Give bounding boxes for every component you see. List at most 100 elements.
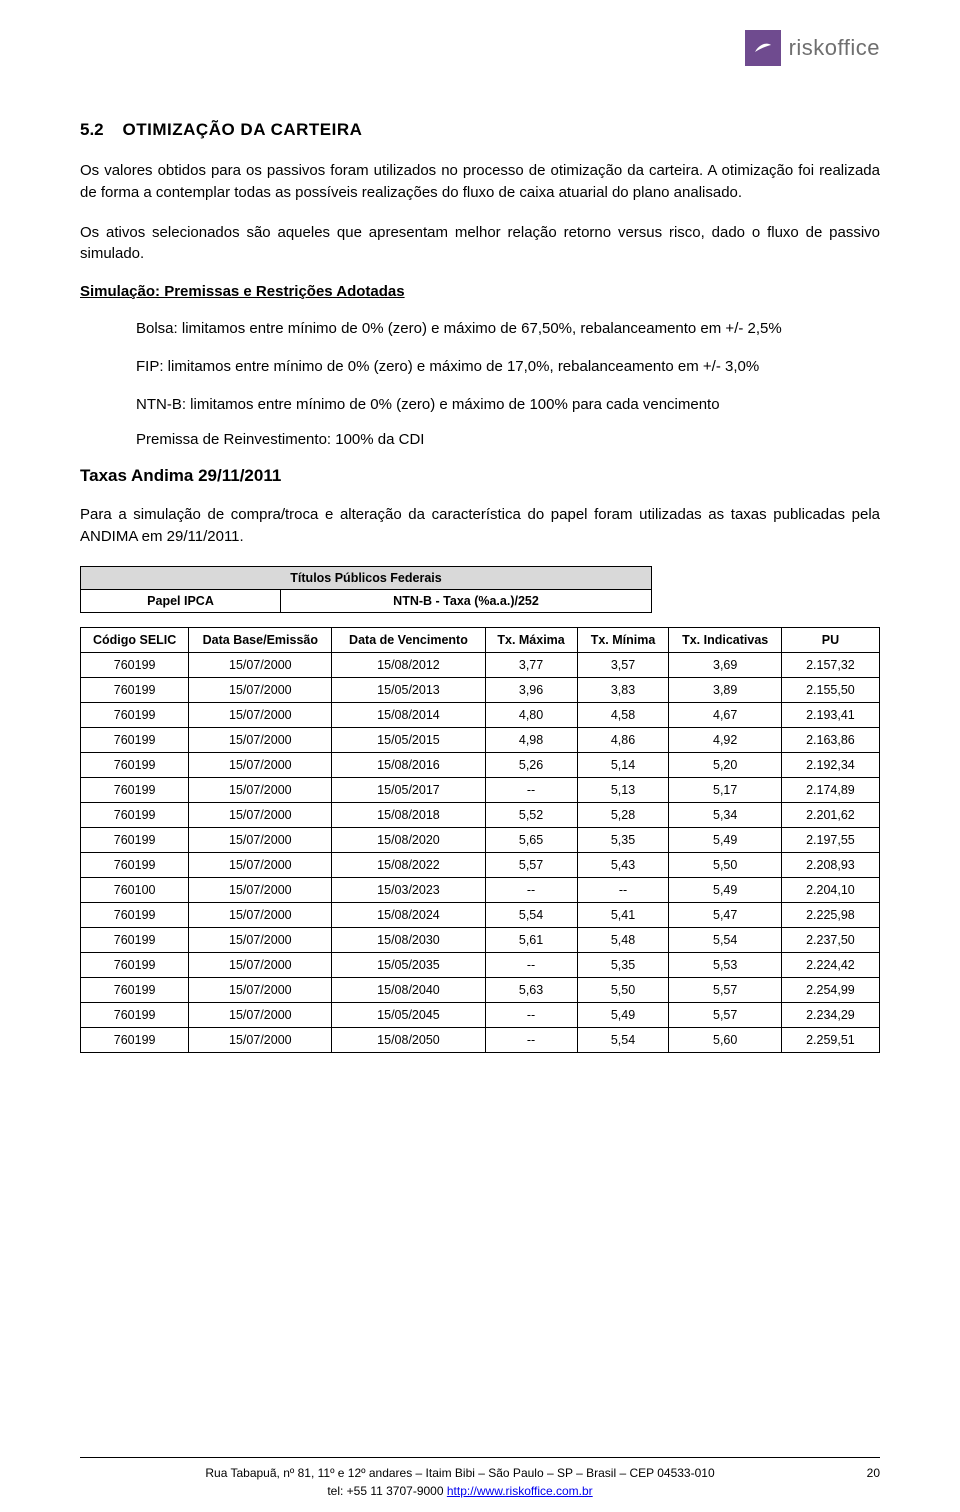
table-cell: 5,43: [577, 852, 669, 877]
table-cell: 2.163,86: [781, 727, 879, 752]
table-row: Títulos Públicos Federais: [81, 566, 652, 589]
table-row: 76019915/07/200015/08/20123,773,573,692.…: [81, 652, 880, 677]
table-cell: 2.201,62: [781, 802, 879, 827]
table-cell: 5,61: [485, 927, 577, 952]
table-cell: 3,83: [577, 677, 669, 702]
table-header-cell: Código SELIC: [81, 627, 189, 652]
table-cell: 5,65: [485, 827, 577, 852]
table-row: 76019915/07/200015/05/20133,963,833,892.…: [81, 677, 880, 702]
table-cell: 5,54: [669, 927, 781, 952]
table-cell: 2.234,29: [781, 1002, 879, 1027]
brand-text: riskoffice: [789, 35, 880, 61]
table-cell: 15/07/2000: [189, 902, 332, 927]
table-cell: 2.192,34: [781, 752, 879, 777]
table-row: 76019915/07/200015/05/20154,984,864,922.…: [81, 727, 880, 752]
table-cell: 2.254,99: [781, 977, 879, 1002]
footer-line2a: tel: +55 11 3707-9000: [327, 1484, 447, 1498]
table-header-row: Código SELICData Base/EmissãoData de Ven…: [81, 627, 880, 652]
table-cell: 15/08/2012: [332, 652, 485, 677]
section-number: 5.2: [80, 120, 104, 139]
table-cell: 4,98: [485, 727, 577, 752]
table-cell: 4,80: [485, 702, 577, 727]
table-cell: 3,57: [577, 652, 669, 677]
table-cell: 2.174,89: [781, 777, 879, 802]
bullet-ntnb: NTN-B: limitamos entre mínimo de 0% (zer…: [80, 394, 880, 416]
table-cell: 760199: [81, 952, 189, 977]
document-page: riskoffice 5.2 OTIMIZAÇÃO DA CARTEIRA Os…: [0, 0, 960, 1512]
table-cell: 15/07/2000: [189, 977, 332, 1002]
table-cell: 5,54: [577, 1027, 669, 1052]
table-cell: 5,13: [577, 777, 669, 802]
table-cell: 760199: [81, 802, 189, 827]
table-cell: --: [485, 952, 577, 977]
document-body: 5.2 OTIMIZAÇÃO DA CARTEIRA Os valores ob…: [80, 30, 880, 1053]
table-cell: 15/05/2045: [332, 1002, 485, 1027]
table-cell: 15/07/2000: [189, 702, 332, 727]
paragraph-1: Os valores obtidos para os passivos fora…: [80, 160, 880, 204]
table-cell: 3,69: [669, 652, 781, 677]
table-title-left: Papel IPCA: [81, 589, 281, 612]
subheading-simulation: Simulação: Premissas e Restrições Adotad…: [80, 283, 880, 300]
table-row: 76019915/07/200015/08/20144,804,584,672.…: [81, 702, 880, 727]
table-cell: 4,67: [669, 702, 781, 727]
table-cell: 5,49: [669, 827, 781, 852]
table-cell: 5,63: [485, 977, 577, 1002]
table-cell: 3,89: [669, 677, 781, 702]
bullet-text: NTN-B: limitamos entre mínimo de 0% (zer…: [80, 394, 880, 416]
table-cell: 15/08/2016: [332, 752, 485, 777]
table-cell: 15/07/2000: [189, 1027, 332, 1052]
logo-mark: [745, 30, 781, 66]
table-cell: 15/08/2022: [332, 852, 485, 877]
footer-address: Rua Tabapuã, nº 81, 11º e 12º andares – …: [80, 1464, 840, 1500]
table-cell: 5,41: [577, 902, 669, 927]
table-cell: 15/05/2013: [332, 677, 485, 702]
table-header-cell: Tx. Mínima: [577, 627, 669, 652]
table-cell: 760199: [81, 727, 189, 752]
table-cell: 15/08/2024: [332, 902, 485, 927]
table-cell: 3,96: [485, 677, 577, 702]
table-cell: --: [485, 777, 577, 802]
table-header-cell: Data de Vencimento: [332, 627, 485, 652]
table-row: 76019915/07/200015/05/2035--5,355,532.22…: [81, 952, 880, 977]
table-header-cell: Data Base/Emissão: [189, 627, 332, 652]
table-cell: 5,57: [485, 852, 577, 877]
table-cell: 15/07/2000: [189, 827, 332, 852]
table-cell: 2.208,93: [781, 852, 879, 877]
table-cell: 5,35: [577, 827, 669, 852]
table-cell: --: [485, 1027, 577, 1052]
table-cell: 15/07/2000: [189, 952, 332, 977]
bullet-reinvest: Premissa de Reinvestimento: 100% da CDI: [80, 431, 880, 448]
table-cell: 3,77: [485, 652, 577, 677]
table-cell: --: [485, 1002, 577, 1027]
table-cell: 15/07/2000: [189, 852, 332, 877]
heading-taxas: Taxas Andima 29/11/2011: [80, 466, 880, 486]
table-cell: 760199: [81, 752, 189, 777]
table-header-cell: Tx. Indicativas: [669, 627, 781, 652]
table-cell: 760199: [81, 827, 189, 852]
table-cell: 15/07/2000: [189, 752, 332, 777]
table-cell: 5,17: [669, 777, 781, 802]
section-title-text: OTIMIZAÇÃO DA CARTEIRA: [123, 120, 363, 139]
table-cell: 15/07/2000: [189, 652, 332, 677]
data-table: Código SELICData Base/EmissãoData de Ven…: [80, 627, 880, 1053]
table-cell: 760199: [81, 1027, 189, 1052]
table-cell: 2.224,42: [781, 952, 879, 977]
table-cell: 4,58: [577, 702, 669, 727]
table-cell: 15/07/2000: [189, 877, 332, 902]
table-header-cell: Tx. Máxima: [485, 627, 577, 652]
table-cell: 5,49: [577, 1002, 669, 1027]
paragraph-3: Para a simulação de compra/troca e alter…: [80, 504, 880, 548]
table-cell: 760199: [81, 902, 189, 927]
table-cell: 15/07/2000: [189, 677, 332, 702]
footer-link[interactable]: http://www.riskoffice.com.br: [447, 1484, 593, 1498]
table-row: 76019915/07/200015/08/2050--5,545,602.25…: [81, 1027, 880, 1052]
table-cell: 2.197,55: [781, 827, 879, 852]
table-cell: 4,92: [669, 727, 781, 752]
table-cell: 4,86: [577, 727, 669, 752]
table-row: 76019915/07/200015/08/20405,635,505,572.…: [81, 977, 880, 1002]
table-cell: 15/05/2017: [332, 777, 485, 802]
table-cell: 5,49: [669, 877, 781, 902]
paragraph-2: Os ativos selecionados são aqueles que a…: [80, 222, 880, 266]
table-cell: 15/07/2000: [189, 1002, 332, 1027]
table-cell: 15/07/2000: [189, 777, 332, 802]
